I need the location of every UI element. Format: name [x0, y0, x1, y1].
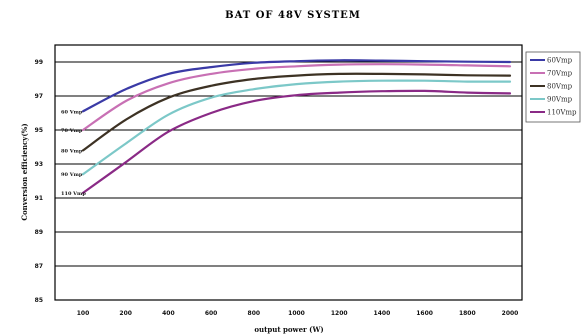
x-tick-label: 100 [77, 310, 90, 317]
x-tick-label: 200 [119, 310, 132, 317]
series-line-80Vmp [81, 72, 512, 152]
y-tick-label: 93 [35, 161, 43, 168]
y-tick-label: 95 [35, 127, 43, 134]
series-line-110Vmp [81, 89, 512, 194]
legend-entry: 80Vmp [547, 83, 573, 91]
grid-lines [55, 61, 522, 267]
series-line-70Vmp [81, 63, 512, 132]
series-inline-label: 80 Vmp [61, 148, 83, 154]
series-inline-label: 60 Vmp [61, 109, 83, 115]
x-tick-label: 1000 [288, 310, 305, 317]
legend-entry: 110Vmp [547, 109, 577, 117]
y-tick-label: 97 [35, 93, 43, 100]
y-tick-label: 99 [35, 59, 43, 66]
y-tick-label: 85 [35, 297, 43, 304]
series-line-60Vmp [81, 59, 512, 113]
series-inline-label: 110 Vmp [61, 191, 86, 197]
y-axis-ticks: 99 97 95 93 91 89 87 85 [35, 59, 43, 304]
y-tick-label: 87 [35, 263, 43, 270]
x-tick-label: 1800 [459, 310, 476, 317]
legend: 60Vmp 70Vmp 80Vmp 90Vmp 110Vmp [530, 57, 577, 117]
series-inline-labels: 60 Vmp 70 Vmp 80 Vmp 90 Vmp 110 Vmp [61, 109, 86, 197]
x-tick-label: 600 [205, 310, 218, 317]
x-tick-label: 400 [162, 310, 175, 317]
legend-entry: 70Vmp [547, 70, 573, 78]
x-tick-label: 1400 [374, 310, 391, 317]
legend-entry: 90Vmp [547, 96, 573, 104]
series-inline-label: 90 Vmp [61, 172, 83, 178]
x-tick-label: 1600 [416, 310, 433, 317]
x-axis-ticks: 100 200 400 600 800 1000 1200 1400 1600 1800 2000 [77, 310, 519, 317]
x-tick-label: 2000 [502, 310, 519, 317]
y-tick-label: 91 [35, 195, 43, 202]
x-tick-label: 800 [248, 310, 261, 317]
plot-area [54, 44, 523, 301]
y-axis-label: Conversion efficiency(%) [20, 123, 29, 220]
x-axis-label: output power (W) [254, 325, 323, 334]
series-lines [81, 59, 512, 194]
series-line-90Vmp [81, 79, 512, 176]
x-tick-label: 1200 [331, 310, 348, 317]
y-tick-label: 89 [35, 229, 43, 236]
chart-title: BAT OF 48V SYSTEM [225, 10, 361, 21]
series-inline-label: 70 Vmp [61, 128, 83, 134]
legend-entry: 60Vmp [547, 57, 573, 65]
